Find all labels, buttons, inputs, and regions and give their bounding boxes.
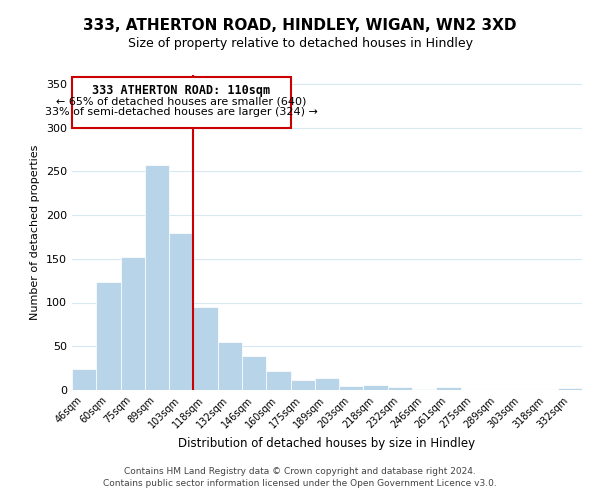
Text: 33% of semi-detached houses are larger (324) →: 33% of semi-detached houses are larger (… (45, 108, 318, 118)
Bar (218, 342, 242, 390)
Bar (266, 371, 290, 390)
Bar (388, 386, 412, 390)
Bar (436, 386, 461, 390)
FancyBboxPatch shape (72, 76, 290, 128)
Text: 333 ATHERTON ROAD: 110sqm: 333 ATHERTON ROAD: 110sqm (92, 84, 271, 97)
Bar (72, 369, 96, 390)
Bar (290, 380, 315, 390)
Text: 333, ATHERTON ROAD, HINDLEY, WIGAN, WN2 3XD: 333, ATHERTON ROAD, HINDLEY, WIGAN, WN2 … (83, 18, 517, 32)
Bar (169, 232, 193, 390)
Bar (96, 282, 121, 390)
Bar (315, 378, 339, 390)
X-axis label: Distribution of detached houses by size in Hindley: Distribution of detached houses by size … (178, 437, 476, 450)
Bar (339, 386, 364, 390)
Text: ← 65% of detached houses are smaller (640): ← 65% of detached houses are smaller (64… (56, 96, 307, 106)
Bar (558, 388, 582, 390)
Bar (193, 307, 218, 390)
Bar (145, 165, 169, 390)
Text: Contains public sector information licensed under the Open Government Licence v3: Contains public sector information licen… (103, 478, 497, 488)
Bar (364, 385, 388, 390)
Text: Size of property relative to detached houses in Hindley: Size of property relative to detached ho… (128, 38, 473, 51)
Y-axis label: Number of detached properties: Number of detached properties (31, 145, 40, 320)
Text: Contains HM Land Registry data © Crown copyright and database right 2024.: Contains HM Land Registry data © Crown c… (124, 467, 476, 476)
Bar (412, 389, 436, 390)
Bar (121, 257, 145, 390)
Bar (242, 356, 266, 390)
